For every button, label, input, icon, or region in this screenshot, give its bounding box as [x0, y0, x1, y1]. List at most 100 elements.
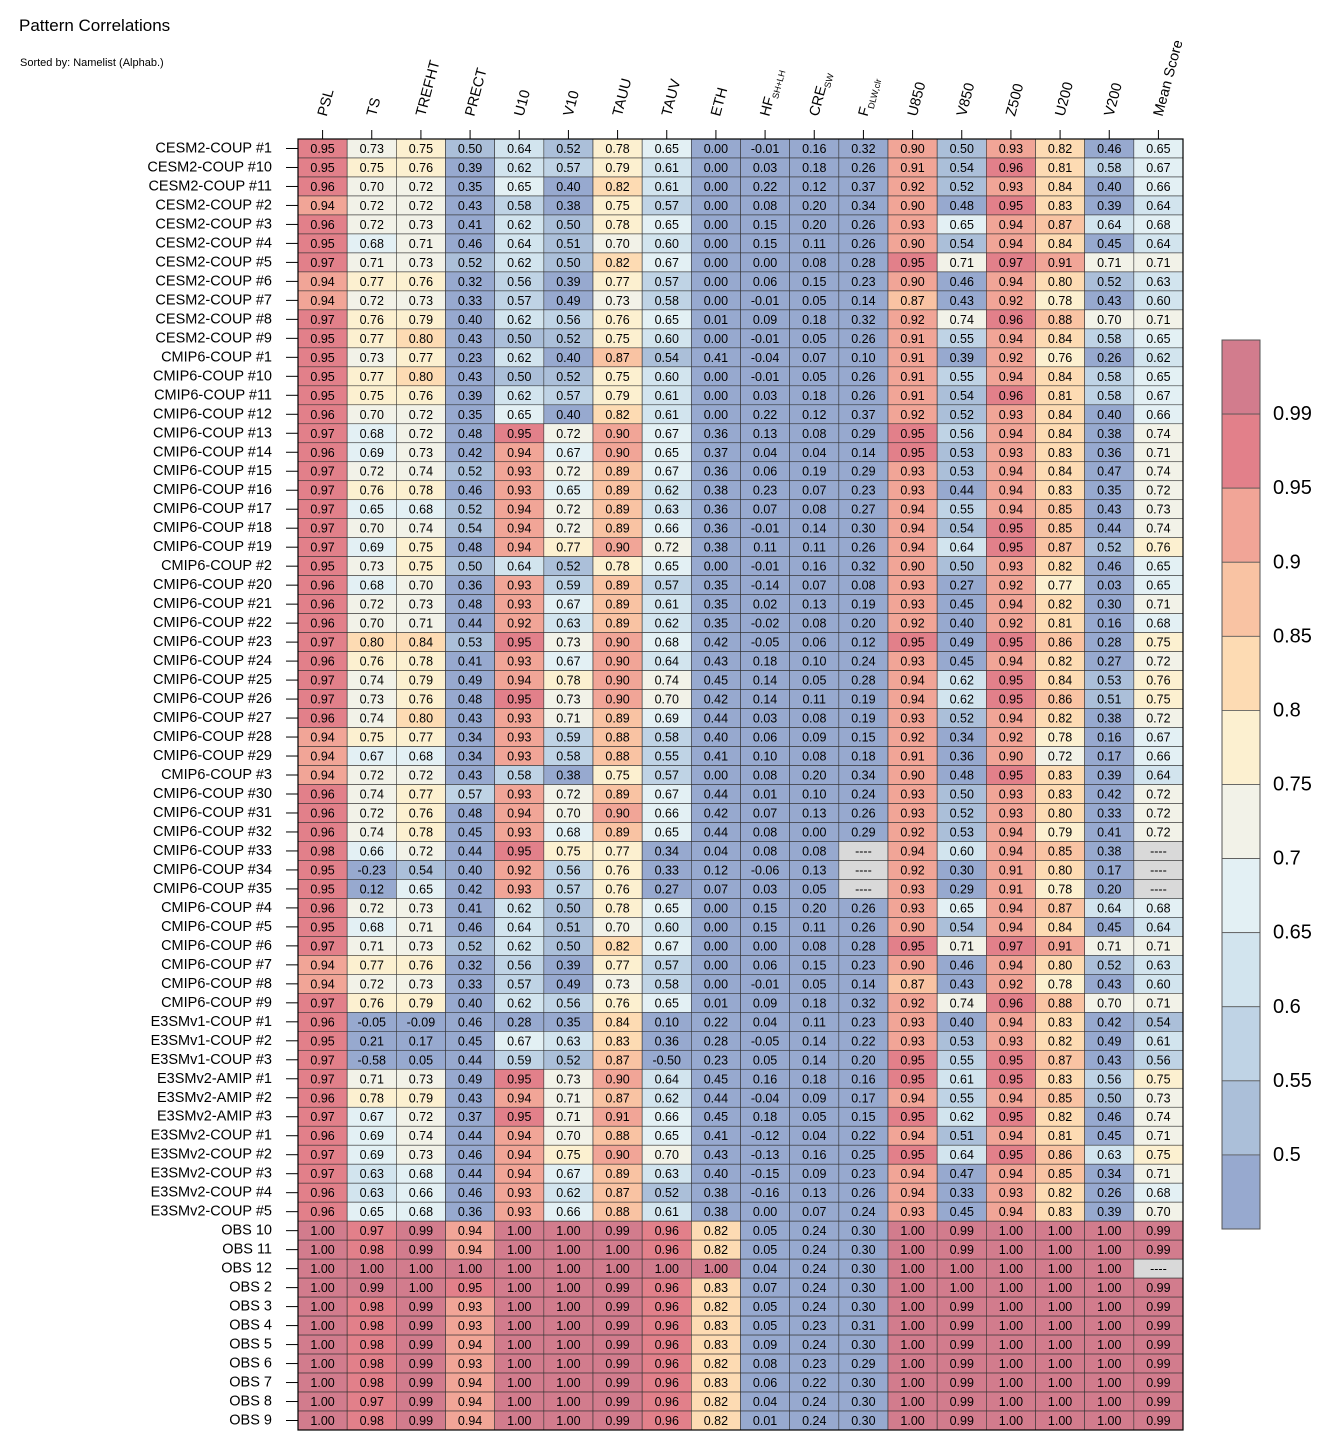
cell-value: 0.87 [1048, 218, 1072, 232]
row-label: OBS 10 [221, 1223, 272, 1239]
cell-value: 0.13 [802, 863, 826, 877]
cell-value: 0.66 [1146, 180, 1170, 194]
cell-value: 0.75 [605, 332, 629, 346]
cell-value: 0.61 [655, 598, 679, 612]
cell-value: 0.72 [409, 769, 433, 783]
cell-value: 0.43 [704, 655, 728, 669]
cell-value: 0.28 [851, 939, 875, 953]
cell-value: 0.00 [704, 199, 728, 213]
cell-value: 0.51 [950, 1129, 974, 1143]
cell-value: 0.11 [803, 541, 826, 555]
cell-value: 0.57 [655, 769, 679, 783]
cell-value: 0.26 [851, 541, 875, 555]
cell-value: 0.99 [950, 1300, 974, 1314]
cell-value: 0.92 [900, 617, 924, 631]
cell-value: 0.40 [458, 863, 482, 877]
cell-value: 0.82 [1048, 1186, 1072, 1200]
cell-value: 0.96 [310, 712, 334, 726]
cell-value: 0.52 [1097, 541, 1121, 555]
cell-value: 1.00 [310, 1357, 334, 1371]
cell-value: 0.14 [851, 294, 875, 308]
cell-value: 0.00 [704, 142, 728, 156]
column-label: PRECT [462, 66, 490, 118]
cell-value: 0.13 [802, 1186, 826, 1200]
cell-value: 0.94 [310, 199, 334, 213]
cell-value: 0.94 [999, 844, 1023, 858]
cell-value: 0.96 [310, 1186, 334, 1200]
cell-value: 0.78 [360, 1091, 384, 1105]
cell-value: -0.01 [751, 332, 780, 346]
colorbar-tick-label: 0.55 [1273, 1070, 1312, 1092]
row-label: CMIP6-COUP #32 [153, 824, 272, 840]
cell-value: 0.74 [409, 1129, 433, 1143]
cell-value: 0.23 [458, 351, 482, 365]
cell-value: 0.70 [1097, 313, 1121, 327]
cell-value: 0.07 [753, 806, 777, 820]
cell-value: 0.39 [1097, 1205, 1121, 1219]
cell-value: 0.88 [605, 1205, 629, 1219]
cell-value: 0.80 [1048, 806, 1072, 820]
cell-value: 0.65 [507, 180, 531, 194]
cell-value: 0.79 [605, 389, 629, 403]
cell-value: 0.16 [802, 560, 826, 574]
cell-value: 0.62 [1146, 351, 1170, 365]
cell-value: 1.00 [409, 1262, 433, 1276]
cell-value: 0.93 [900, 806, 924, 820]
cell-value: 0.26 [851, 370, 875, 384]
cell-value: 0.93 [458, 1300, 482, 1314]
cell-value: 0.19 [851, 598, 875, 612]
cell-value: 1.00 [900, 1262, 924, 1276]
cell-value: 0.45 [950, 598, 974, 612]
cell-value: 0.26 [851, 389, 875, 403]
cell-value: 0.98 [360, 1338, 384, 1352]
cell-value: 0.52 [556, 560, 580, 574]
cell-value: 0.68 [1146, 218, 1170, 232]
cell-value: 0.70 [556, 1129, 580, 1143]
cell-value: 0.96 [310, 787, 334, 801]
cell-value: 0.77 [1048, 579, 1072, 593]
cell-value: 0.95 [310, 1034, 334, 1048]
cell-value: 1.00 [507, 1243, 531, 1257]
cell-value: 0.84 [1048, 408, 1072, 422]
cell-value: 0.28 [851, 674, 875, 688]
cell-value: 0.73 [409, 294, 433, 308]
cell-value: 0.46 [458, 1148, 482, 1162]
cell-value: 0.94 [999, 275, 1023, 289]
cell-value: 0.74 [1146, 465, 1170, 479]
cell-value: 0.45 [458, 825, 482, 839]
cell-value: 0.98 [360, 1243, 384, 1257]
cell-value: 0.97 [999, 939, 1023, 953]
cell-value: 0.35 [458, 180, 482, 194]
cell-value: 0.78 [1048, 977, 1072, 991]
column-label: U200 [1052, 80, 1076, 118]
cell-value: 0.65 [1146, 332, 1170, 346]
cell-value: 0.96 [310, 598, 334, 612]
cell-value: 0.53 [950, 446, 974, 460]
cell-value: 0.56 [950, 427, 974, 441]
cell-value: 0.74 [409, 465, 433, 479]
cell-value: 0.57 [507, 294, 531, 308]
cell-value: 0.72 [409, 1110, 433, 1124]
cell-value: 0.00 [704, 769, 728, 783]
cell-value: 0.72 [1146, 655, 1170, 669]
cell-value: 0.73 [556, 693, 580, 707]
cell-value: 0.97 [310, 1148, 334, 1162]
cell-value: 0.46 [1097, 1110, 1121, 1124]
cell-value: 0.95 [900, 636, 924, 650]
cell-value: 0.99 [1146, 1395, 1170, 1409]
cell-value: 0.68 [360, 237, 384, 251]
cell-value: 0.97 [310, 522, 334, 536]
cell-value: 0.72 [360, 199, 384, 213]
cell-value: 0.33 [1097, 806, 1121, 820]
cell-value: 0.05 [753, 1319, 777, 1333]
cell-value: 0.20 [1097, 882, 1121, 896]
cell-value: 0.83 [1048, 1015, 1072, 1029]
cell-value: 0.79 [605, 161, 629, 175]
cell-value: 0.24 [802, 1395, 826, 1409]
cell-value: 0.72 [556, 503, 580, 517]
cell-value: 0.06 [753, 731, 777, 745]
cell-value: 0.93 [900, 1034, 924, 1048]
cell-value: 0.94 [310, 294, 334, 308]
cell-value: 0.34 [1097, 1167, 1121, 1181]
cell-value: 0.39 [458, 389, 482, 403]
